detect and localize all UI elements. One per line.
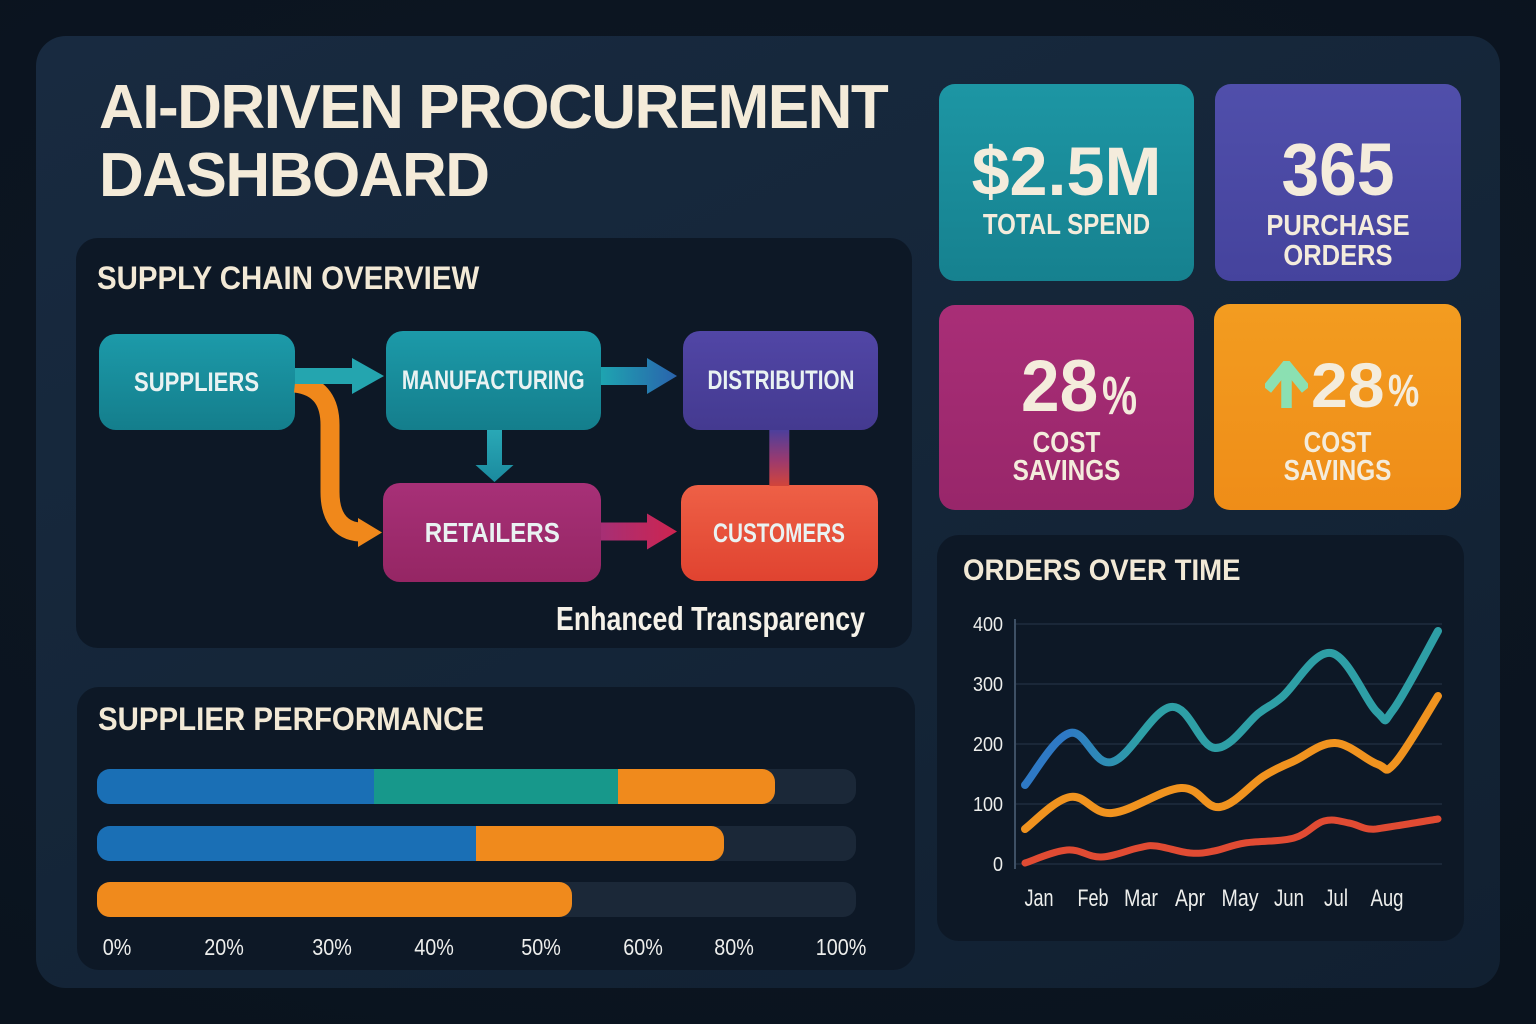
svg-text:Aug: Aug <box>1371 885 1404 912</box>
svg-text:Jan: Jan <box>1025 885 1054 912</box>
svg-text:Apr: Apr <box>1175 885 1205 912</box>
svg-text:400: 400 <box>973 614 1003 636</box>
svg-text:May: May <box>1222 885 1259 912</box>
svg-text:300: 300 <box>973 674 1003 696</box>
svg-text:200: 200 <box>973 734 1003 756</box>
svg-text:Jul: Jul <box>1324 885 1348 912</box>
svg-text:Mar: Mar <box>1124 885 1158 912</box>
svg-text:0: 0 <box>993 854 1003 876</box>
svg-text:100: 100 <box>973 794 1003 816</box>
svg-text:Jun: Jun <box>1274 885 1304 912</box>
svg-text:Feb: Feb <box>1078 885 1109 912</box>
